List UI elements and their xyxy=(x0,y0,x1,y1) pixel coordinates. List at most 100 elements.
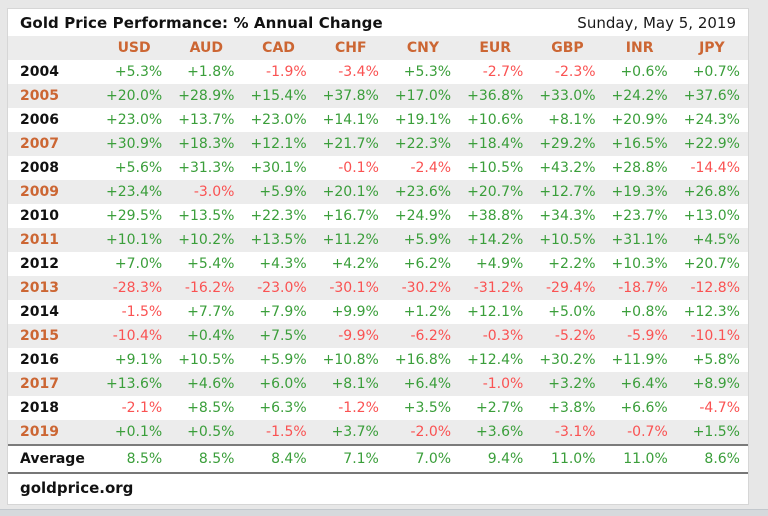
value-cell-2018-usd: -2.1% xyxy=(121,400,163,416)
value-cell-2005-jpy: +37.6% xyxy=(683,88,740,104)
annual-change-table: USD AUD CAD CHF CNY EUR GBP INR JPY 2004 +5.3% +1.… xyxy=(8,36,748,474)
value-cell-2013-jpy: -12.8% xyxy=(690,280,740,296)
value-cell-2017-usd: +13.6% xyxy=(106,376,163,392)
value-cell-2009-aud: -3.0% xyxy=(193,184,235,200)
year-row-2008: 2008 +5.6% +31.3% +30.1% -0.1% -2.4% +10.5% +43… xyxy=(8,156,748,180)
value-cell-2010-inr: +23.7% xyxy=(611,208,668,224)
report-date: Sunday, May 5, 2019 xyxy=(577,14,736,32)
value-cell-2006-cny: +19.1% xyxy=(394,112,452,128)
column-header-cad: CAD xyxy=(242,36,315,60)
value-cell-2006-eur: +10.6% xyxy=(467,112,524,128)
value-cell-2012-usd: +7.0% xyxy=(114,256,163,272)
value-cell-2014-aud: +7.7% xyxy=(187,304,235,320)
year-row-2014: 2014 -1.5% +7.7% +7.9% +9.9% +1.2% +12.1% +5.0%… xyxy=(8,300,748,324)
year-row-2015: 2015 -10.4% +0.4% +7.5% -9.9% -6.2% -0.3% -5.2%… xyxy=(8,324,748,348)
value-cell-2017-eur: -1.0% xyxy=(482,376,524,392)
value-cell-2009-chf: +20.1% xyxy=(322,184,379,200)
value-cell-2016-aud: +10.5% xyxy=(178,352,235,368)
year-row-2016: 2016 +9.1% +10.5% +5.9% +10.8% +16.8% +12.4% +3… xyxy=(8,348,748,372)
value-cell-2008-eur: +10.5% xyxy=(467,160,524,176)
value-cell-2011-aud: +10.2% xyxy=(178,232,235,248)
value-cell-2011-eur: +14.2% xyxy=(467,232,524,248)
value-cell-2016-gbp: +30.2% xyxy=(539,352,596,368)
year-row-2019: 2019 +0.1% +0.5% -1.5% +3.7% -2.0% +3.6% -3.1% -… xyxy=(8,420,748,445)
average-cell-chf: 7.1% xyxy=(343,451,379,467)
average-cell-jpy: 8.6% xyxy=(704,451,740,467)
value-cell-2015-inr: -5.9% xyxy=(627,328,668,344)
value-cell-2013-inr: -18.7% xyxy=(618,280,668,296)
value-cell-2014-inr: +0.8% xyxy=(620,304,668,320)
value-cell-2013-cny: -30.2% xyxy=(401,280,452,296)
year-label: 2004 xyxy=(20,64,59,80)
value-cell-2008-aud: +31.3% xyxy=(178,160,235,176)
year-label: 2016 xyxy=(20,352,59,368)
source-attribution: goldprice.org xyxy=(8,474,748,504)
value-cell-2007-usd: +30.9% xyxy=(106,136,163,152)
value-cell-2014-cad: +7.9% xyxy=(259,304,307,320)
value-cell-2013-aud: -16.2% xyxy=(184,280,235,296)
column-header-eur: EUR xyxy=(459,36,532,60)
value-cell-2015-eur: -0.3% xyxy=(482,328,524,344)
value-cell-2008-cny: -2.4% xyxy=(410,160,452,176)
value-cell-2011-usd: +10.1% xyxy=(106,232,163,248)
value-cell-2018-gbp: +3.8% xyxy=(548,400,596,416)
value-cell-2011-gbp: +10.5% xyxy=(539,232,596,248)
value-cell-2013-cad: -23.0% xyxy=(257,280,307,296)
value-cell-2010-cny: +24.9% xyxy=(394,208,452,224)
value-cell-2005-usd: +20.0% xyxy=(106,88,163,104)
value-cell-2004-aud: +1.8% xyxy=(187,64,235,80)
value-cell-2010-jpy: +13.0% xyxy=(683,208,740,224)
header-corner-cell xyxy=(8,36,98,60)
value-cell-2009-jpy: +26.8% xyxy=(683,184,740,200)
value-cell-2016-cny: +16.8% xyxy=(394,352,452,368)
value-cell-2015-usd: -10.4% xyxy=(112,328,163,344)
value-cell-2007-gbp: +29.2% xyxy=(539,136,596,152)
value-cell-2016-cad: +5.9% xyxy=(259,352,307,368)
value-cell-2014-chf: +9.9% xyxy=(331,304,379,320)
value-cell-2007-aud: +18.3% xyxy=(178,136,235,152)
value-cell-2017-inr: +6.4% xyxy=(620,376,668,392)
value-cell-2006-chf: +14.1% xyxy=(322,112,379,128)
value-cell-2013-eur: -31.2% xyxy=(473,280,524,296)
value-cell-2012-aud: +5.4% xyxy=(187,256,235,272)
column-header-aud: AUD xyxy=(170,36,243,60)
value-cell-2019-inr: -0.7% xyxy=(627,424,668,440)
average-row: Average 8.5% 8.5% 8.4% 7.1% 7.0% 9.4% 11.0% 11.… xyxy=(8,445,748,473)
value-cell-2012-gbp: +2.2% xyxy=(548,256,596,272)
value-cell-2011-cny: +5.9% xyxy=(403,232,452,248)
column-header-chf: CHF xyxy=(314,36,387,60)
value-cell-2007-inr: +16.5% xyxy=(611,136,668,152)
value-cell-2019-gbp: -3.1% xyxy=(554,424,596,440)
page-title: Gold Price Performance: % Annual Change xyxy=(20,14,383,32)
year-row-2010: 2010 +29.5% +13.5% +22.3% +16.7% +24.9% +38.8%… xyxy=(8,204,748,228)
year-label: 2010 xyxy=(20,208,59,224)
value-cell-2019-cny: -2.0% xyxy=(410,424,452,440)
column-header-cny: CNY xyxy=(386,36,460,60)
value-cell-2010-usd: +29.5% xyxy=(106,208,163,224)
year-label: 2011 xyxy=(20,232,59,248)
value-cell-2006-inr: +20.9% xyxy=(611,112,668,128)
value-cell-2004-jpy: +0.7% xyxy=(692,64,740,80)
value-cell-2004-gbp: -2.3% xyxy=(554,64,596,80)
value-cell-2006-usd: +23.0% xyxy=(106,112,163,128)
value-cell-2009-gbp: +12.7% xyxy=(539,184,596,200)
value-cell-2012-chf: +4.2% xyxy=(331,256,379,272)
value-cell-2009-inr: +19.3% xyxy=(611,184,668,200)
year-row-2011: 2011 +10.1% +10.2% +13.5% +11.2% +5.9% +14.2% +… xyxy=(8,228,748,252)
average-cell-eur: 9.4% xyxy=(487,451,524,467)
value-cell-2009-cny: +23.6% xyxy=(394,184,452,200)
year-label: 2017 xyxy=(20,376,59,392)
value-cell-2009-eur: +20.7% xyxy=(467,184,524,200)
bottom-scrollbar-strip[interactable] xyxy=(0,509,768,516)
value-cell-2006-cad: +23.0% xyxy=(250,112,307,128)
gold-price-table-panel: Gold Price Performance: % Annual Change … xyxy=(7,8,749,505)
year-label: 2007 xyxy=(20,136,59,152)
year-label: 2012 xyxy=(20,256,59,272)
value-cell-2011-inr: +31.1% xyxy=(611,232,668,248)
value-cell-2019-eur: +3.6% xyxy=(476,424,524,440)
value-cell-2005-gbp: +33.0% xyxy=(539,88,596,104)
year-label: 2018 xyxy=(20,400,59,416)
value-cell-2006-gbp: +8.1% xyxy=(548,112,596,128)
value-cell-2015-aud: +0.4% xyxy=(187,328,235,344)
average-cell-aud: 8.5% xyxy=(198,451,235,467)
